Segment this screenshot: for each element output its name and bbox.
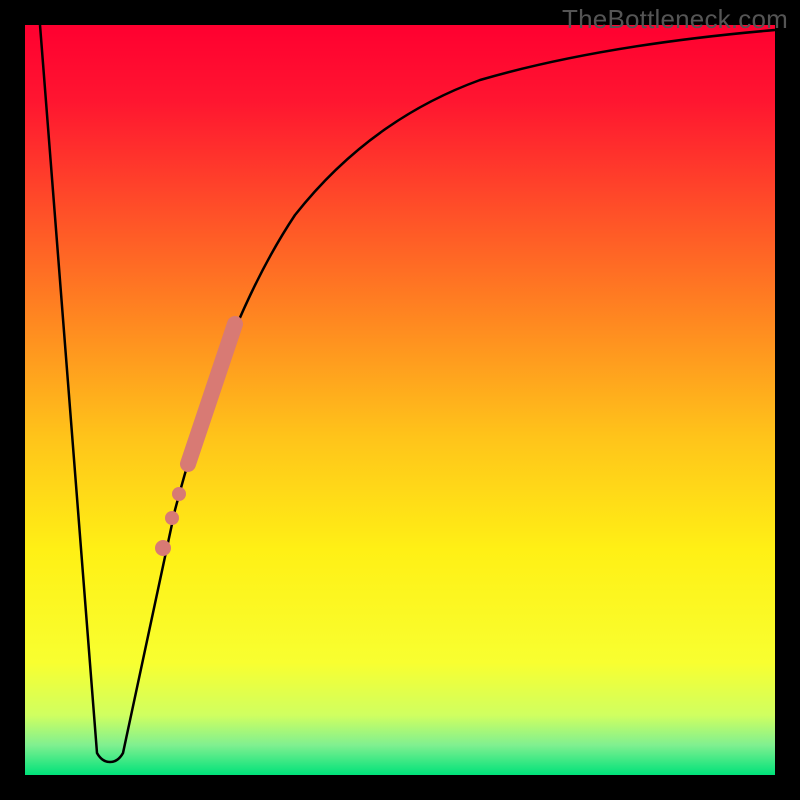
bottleneck-chart: TheBottleneck.com [0,0,800,800]
marker-dot [165,511,179,525]
watermark-text: TheBottleneck.com [562,4,788,35]
marker-dot [172,487,186,501]
marker-dot [155,540,171,556]
gradient-background [25,25,775,775]
chart-svg [0,0,800,800]
